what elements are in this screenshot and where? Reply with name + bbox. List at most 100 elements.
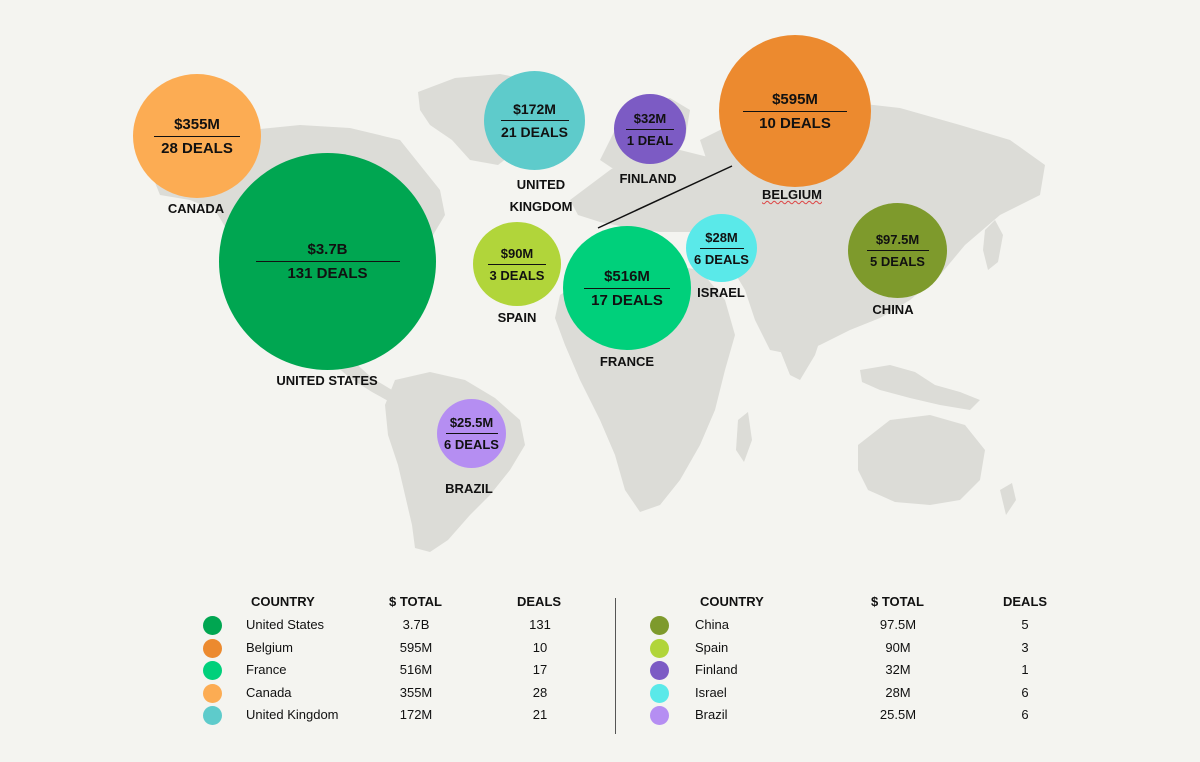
bubble-united-kingdom: $172M 21 DEALS — [484, 71, 585, 170]
bubble-amount: $97.5M — [875, 232, 920, 247]
bubble-divider — [445, 433, 498, 434]
bubble-canada: $355M 28 DEALS — [133, 74, 261, 198]
bubble-deals: 6 DEALS — [444, 437, 499, 452]
bubble-divider — [743, 110, 847, 112]
legend-total: 97.5M — [879, 617, 917, 632]
header-deals: DEALS — [1003, 594, 1048, 609]
label-france: FRANCE — [599, 354, 655, 369]
label-canada: CANADA — [167, 201, 225, 216]
legend-color-dot — [650, 706, 669, 725]
legend-total: 516M — [399, 662, 433, 677]
legend-row: Belgium 595M 10 — [200, 637, 600, 660]
bubble-divider — [584, 287, 670, 289]
bubble-divider — [154, 135, 240, 137]
bubble-amount: $172M — [513, 101, 556, 117]
legend-country: Finland — [695, 662, 738, 677]
legend-deals: 1 — [1021, 662, 1029, 677]
bubble-deals: 6 DEALS — [694, 251, 749, 267]
label-belgium: BELGIUM — [762, 187, 822, 202]
bubble-spain: $90M 3 DEALS — [473, 222, 561, 306]
legend-country: Canada — [246, 684, 292, 700]
label-china: CHINA — [872, 302, 914, 317]
legend-row: United States 3.7B 131 — [200, 614, 600, 637]
legend-total: 28M — [885, 684, 911, 700]
bubble-divider — [866, 250, 929, 251]
legend-header: COUNTRY $ TOTAL DEALS — [200, 590, 600, 614]
bubble-amount: $516M — [604, 267, 650, 285]
bubble-deals: 17 DEALS — [591, 291, 663, 309]
legend-color-dot — [650, 616, 669, 635]
header-total: $ TOTAL — [871, 594, 924, 609]
legend-total: 90M — [885, 639, 911, 655]
bubble-china: $97.5M 5 DEALS — [848, 203, 947, 298]
bubble-deals: 131 DEALS — [287, 265, 368, 282]
bubble-deals: 28 DEALS — [161, 139, 233, 157]
label-spain: SPAIN — [497, 310, 537, 325]
bubble-finland: $32M 1 DEAL — [614, 94, 686, 164]
legend-country: China — [695, 617, 729, 632]
bubble-divider — [488, 263, 546, 265]
legend-deals: 21 — [532, 707, 548, 722]
landmass-southeast-asia — [860, 365, 980, 410]
label-united-states: UNITED STATES — [276, 373, 378, 388]
bubble-amount: $25.5M — [449, 415, 494, 430]
legend-color-dot — [203, 616, 222, 635]
bubble-deals: 10 DEALS — [759, 114, 831, 132]
bubble-amount: $3.7B — [307, 241, 348, 258]
legend-row: Brazil 25.5M 6 — [650, 704, 1070, 727]
legend-color-dot — [203, 661, 222, 680]
bubble-amount: $32M — [633, 110, 667, 126]
legend-total: 25.5M — [879, 707, 917, 722]
bubble-united-states: $3.7B 131 DEALS — [219, 153, 436, 370]
bubble-deals: 21 DEALS — [501, 124, 568, 140]
label-brazil: BRAZIL — [445, 481, 493, 496]
legend-country: United States — [246, 617, 325, 632]
legend-total: 172M — [399, 707, 433, 722]
legend-deals: 17 — [532, 662, 548, 677]
legend-row: United Kingdom 172M 21 — [200, 704, 600, 727]
landmass-madagascar — [736, 412, 752, 462]
legend-deals: 6 — [1021, 707, 1029, 722]
landmass-australia — [858, 415, 985, 505]
legend-row: Spain 90M 3 — [650, 637, 1070, 660]
legend-total: 32M — [885, 662, 911, 677]
legend-header: COUNTRY $ TOTAL DEALS — [650, 590, 1070, 614]
legend-color-dot — [203, 683, 222, 703]
bubble-divider — [699, 247, 744, 249]
label-israel: ISRAEL — [697, 285, 745, 300]
bubble-amount: $355M — [174, 115, 220, 133]
legend-row: France 516M 17 — [200, 659, 600, 682]
bubble-france: $516M 17 DEALS — [563, 226, 691, 350]
bubble-divider — [500, 120, 569, 121]
bubble-amount: $90M — [500, 245, 534, 261]
header-deals: DEALS — [517, 594, 562, 609]
header-country: COUNTRY — [700, 594, 764, 609]
label-finland: FINLAND — [619, 171, 677, 186]
belgium-connector-line — [597, 165, 733, 229]
bubble-divider — [255, 261, 400, 262]
legend-deals: 28 — [532, 684, 548, 700]
legend-row: Canada 355M 28 — [200, 682, 600, 705]
legend-country: United Kingdom — [246, 707, 339, 722]
bubble-amount: $595M — [772, 90, 818, 108]
header-country: COUNTRY — [251, 594, 315, 609]
bubble-deals: 1 DEAL — [626, 132, 674, 148]
legend-country: France — [246, 662, 287, 677]
legend-deals: 3 — [1021, 639, 1029, 655]
legend-color-dot — [203, 706, 222, 725]
legend-table-right: COUNTRY $ TOTAL DEALS China 97.5M 5 Spain 90… — [650, 590, 1070, 727]
landmass-india — [770, 315, 825, 380]
legend-country: Spain — [695, 639, 729, 655]
legend-country: Israel — [695, 684, 727, 700]
legend-deals: 6 — [1021, 684, 1029, 700]
bubble-amount: $28M — [705, 229, 738, 245]
legend-row: China 97.5M 5 — [650, 614, 1070, 637]
legend-total: 355M — [399, 684, 433, 700]
legend-total: 595M — [399, 639, 433, 655]
landmass-europe — [570, 150, 740, 232]
legend-deals: 5 — [1021, 617, 1029, 632]
legend-row: Israel 28M 6 — [650, 682, 1070, 705]
legend-deals: 10 — [532, 639, 548, 655]
label-united-kingdom: UNITED KINGDOM — [509, 177, 573, 214]
legend-color-dot — [650, 661, 669, 680]
